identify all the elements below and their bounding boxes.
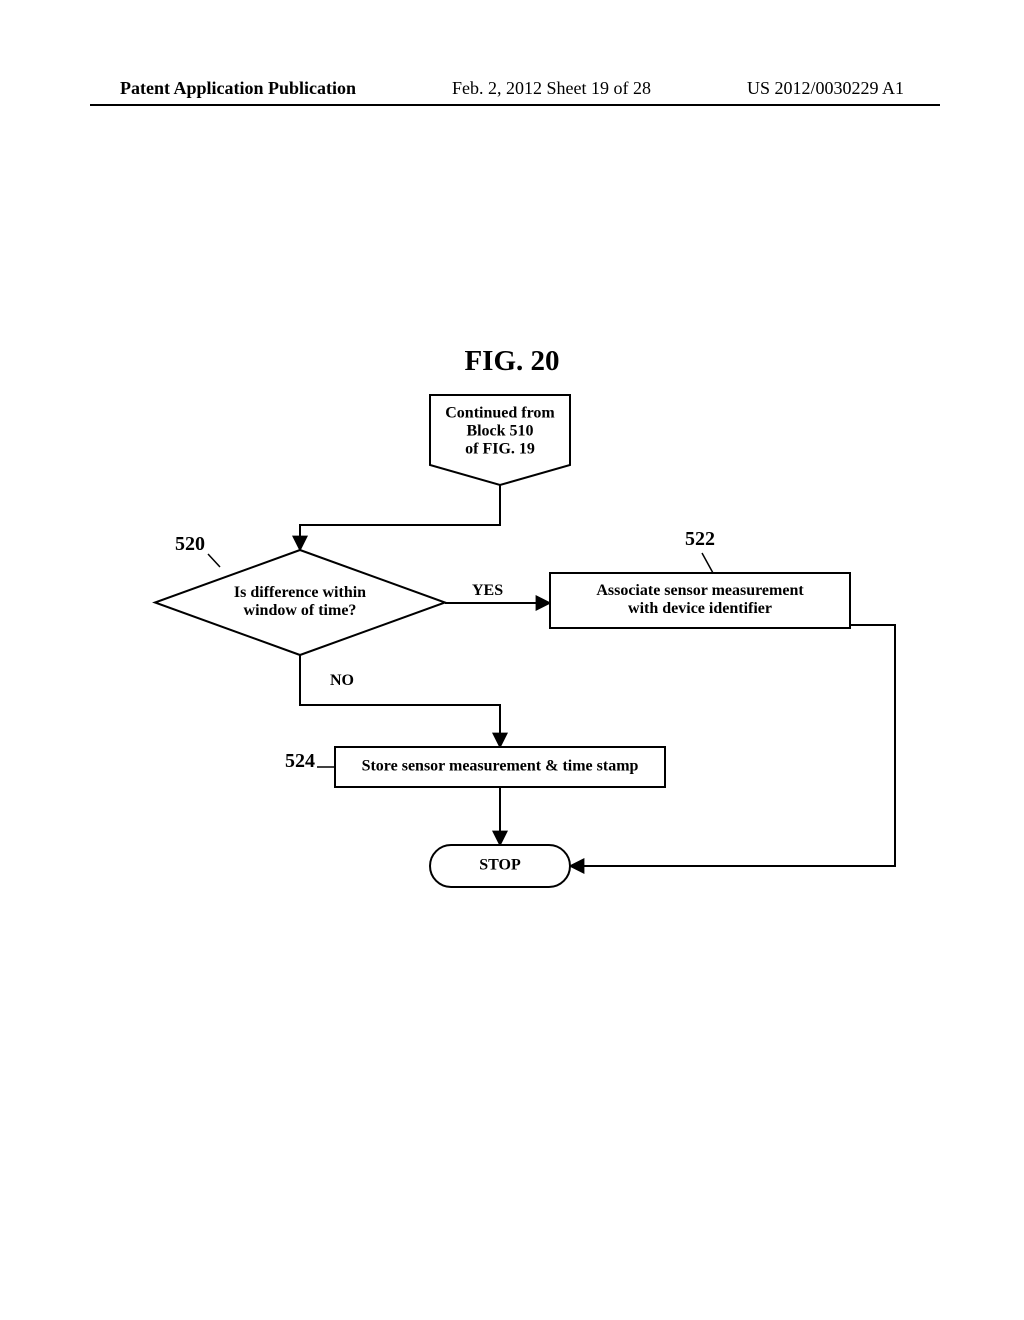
svg-text:520: 520	[175, 533, 205, 555]
page-header: Patent Application Publication Feb. 2, 2…	[0, 78, 1024, 99]
svg-text:YES: YES	[472, 582, 503, 599]
flowchart-nodes: Continued fromBlock 510of FIG. 19 Is diff…	[155, 395, 850, 887]
svg-text:STOP: STOP	[479, 857, 521, 874]
figure-title: FIG. 20	[0, 345, 1024, 378]
svg-text:524: 524	[285, 750, 315, 772]
svg-text:Block 510: Block 510	[466, 423, 533, 440]
flowchart-svg: YES NO Continued fromBlock 510of FIG. 19 I…	[120, 395, 900, 975]
svg-text:with device identifier: with device identifier	[628, 600, 772, 617]
svg-text:522: 522	[685, 528, 715, 550]
svg-text:of FIG. 19: of FIG. 19	[465, 441, 535, 458]
header-rule	[90, 104, 940, 106]
reference-numerals: 520 522 524	[175, 528, 715, 772]
svg-text:window of time?: window of time?	[244, 602, 357, 619]
svg-text:Associate sensor measurement: Associate sensor measurement	[596, 582, 804, 599]
svg-text:Is difference within: Is difference within	[234, 584, 366, 601]
flowchart-edges: YES NO	[300, 485, 895, 866]
header-center: Feb. 2, 2012 Sheet 19 of 28	[452, 78, 651, 99]
header-right: US 2012/0030229 A1	[747, 78, 904, 99]
svg-text:NO: NO	[330, 672, 354, 689]
svg-text:Store sensor measurement & tim: Store sensor measurement & time stamp	[362, 758, 639, 775]
header-left: Patent Application Publication	[120, 78, 356, 99]
flowchart-container: YES NO Continued fromBlock 510of FIG. 19 I…	[120, 395, 900, 975]
svg-text:Continued from: Continued from	[445, 405, 555, 422]
